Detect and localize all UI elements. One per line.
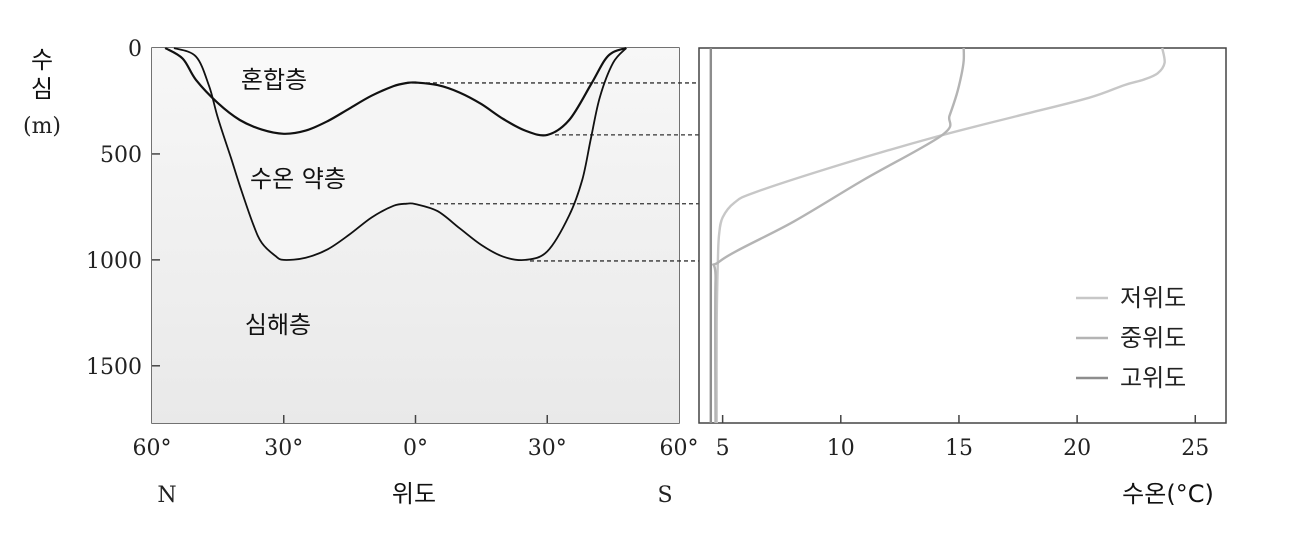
x-tick-label: 5 [716, 436, 730, 461]
mixed-layer-boundary [164, 46, 627, 137]
temperature-line [715, 47, 1166, 424]
depth-axis-label: 수 심 (m) [23, 46, 61, 139]
x-tick-label: 15 [945, 436, 973, 461]
x-end-label-n: N [157, 483, 176, 508]
y-tick-label: 1500 [86, 355, 142, 380]
x-tick-label: 30° [528, 436, 567, 461]
layer-label-deep: 심해층 [245, 311, 311, 339]
layer-label-mixed: 혼합층 [241, 66, 307, 94]
x-tick-label: 20 [1063, 436, 1091, 461]
x-tick-label: 60° [133, 436, 172, 461]
depth-axis-ticks: 0 500 1000 1500 [86, 37, 160, 380]
y-tick-label: 0 [128, 37, 142, 62]
svg-text:수: 수 [31, 46, 53, 74]
legend-label: 중위도 [1120, 324, 1186, 352]
thermocline-boundary [173, 47, 627, 261]
x-tick-label: 25 [1181, 436, 1209, 461]
legend-label: 고위도 [1120, 364, 1186, 392]
x-tick-label: 0° [403, 436, 428, 461]
y-tick-label: 1000 [86, 249, 142, 274]
x-tick-label: 60° [660, 436, 699, 461]
mixed-layer-area [165, 48, 627, 136]
temperature-axis-label: 수온(°C) [1122, 480, 1214, 508]
depth-latitude-panel: 0 500 1000 1500 60° 30° 0° 30° 60° 혼합층 수온 약층 심해… [23, 37, 1165, 508]
x-tick-label: 10 [827, 436, 855, 461]
latitude-axis-label: 위도 [392, 480, 436, 508]
x-tick-label: 30° [264, 436, 303, 461]
svg-text:(m): (m) [23, 114, 61, 139]
temperature-profiles [709, 47, 1166, 424]
temperature-axis-ticks: 5 10 15 20 25 [716, 415, 1209, 461]
legend-label: 저위도 [1120, 284, 1186, 312]
right-panel-frame [698, 47, 1227, 424]
x-end-label-s: S [657, 483, 672, 508]
latitude-axis-ticks: 60° 30° 0° 30° 60° [133, 415, 699, 461]
y-tick-label: 500 [100, 143, 142, 168]
temperature-line [712, 47, 966, 424]
layer-label-thermocline: 수온 약층 [250, 165, 346, 193]
svg-text:심: 심 [31, 75, 53, 103]
